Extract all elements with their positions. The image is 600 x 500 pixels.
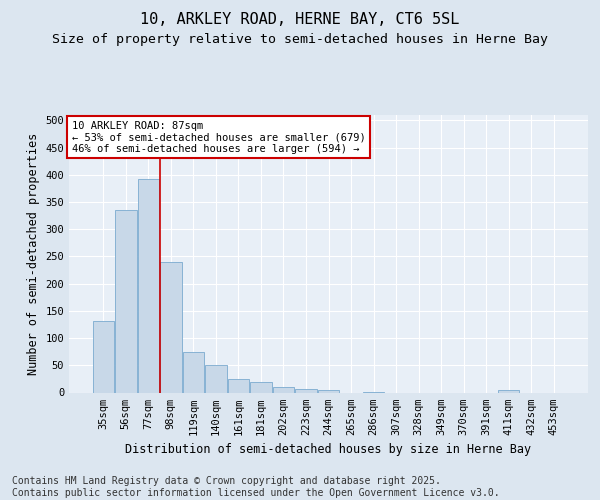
Text: Contains HM Land Registry data © Crown copyright and database right 2025.
Contai: Contains HM Land Registry data © Crown c… [12, 476, 500, 498]
Text: Size of property relative to semi-detached houses in Herne Bay: Size of property relative to semi-detach… [52, 32, 548, 46]
Bar [115, 210, 137, 392]
Bar [498, 390, 520, 392]
X-axis label: Distribution of semi-detached houses by size in Herne Bay: Distribution of semi-detached houses by … [125, 443, 532, 456]
Text: 10, ARKLEY ROAD, HERNE BAY, CT6 5SL: 10, ARKLEY ROAD, HERNE BAY, CT6 5SL [140, 12, 460, 28]
Text: 10 ARKLEY ROAD: 87sqm
← 53% of semi-detached houses are smaller (679)
46% of sem: 10 ARKLEY ROAD: 87sqm ← 53% of semi-deta… [71, 120, 365, 154]
Bar [250, 382, 272, 392]
Bar [228, 379, 249, 392]
Bar [318, 390, 339, 392]
Bar [92, 321, 114, 392]
Bar [273, 387, 294, 392]
Y-axis label: Number of semi-detached properties: Number of semi-detached properties [27, 132, 40, 375]
Bar [295, 389, 317, 392]
Bar [182, 352, 204, 393]
Bar [160, 262, 182, 392]
Bar [137, 178, 159, 392]
Bar [205, 365, 227, 392]
